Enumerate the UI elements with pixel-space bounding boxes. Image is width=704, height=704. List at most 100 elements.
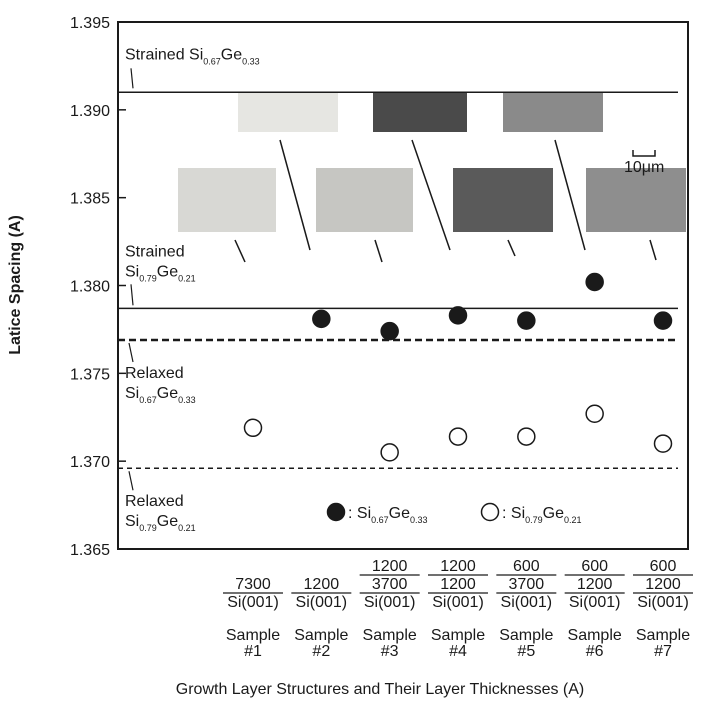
y-tick-label: 1.365: [70, 542, 110, 559]
reference-label: Strained: [125, 243, 185, 260]
scale-bar: [632, 150, 656, 157]
y-tick-label: 1.395: [70, 15, 110, 32]
layer-label: 1200: [645, 576, 681, 593]
data-point: [448, 427, 468, 446]
layer-label: Si(001): [637, 594, 689, 611]
arrow: [374, 239, 383, 263]
layer-label: 1200: [440, 576, 476, 593]
layer-label: 600: [650, 558, 677, 575]
data-point: [653, 311, 673, 330]
text-part: Ge: [221, 46, 242, 63]
data-point: [243, 418, 263, 438]
layer-label: 1200: [577, 576, 613, 593]
x-axis-label: Growth Layer Structures and Their Layer …: [176, 681, 584, 698]
scale-bar-label: 10μm: [624, 159, 664, 176]
data-point: [380, 443, 399, 462]
x-tick-label: Sample: [363, 627, 417, 644]
arrow: [279, 139, 311, 251]
y-axis-label: Latice Spacing (A): [7, 215, 24, 355]
layer-label: Si(001): [501, 594, 553, 611]
arrow: [128, 471, 134, 491]
data-point: [517, 311, 536, 330]
subscript: 0.21: [564, 515, 582, 525]
x-tick-label: #7: [654, 643, 672, 660]
y-tick-label: 1.390: [70, 103, 110, 120]
x-tick-label: #5: [517, 643, 535, 660]
x-tick-label: Sample: [226, 627, 280, 644]
subscript: 0.21: [178, 273, 196, 283]
reference-label: Relaxed: [125, 365, 184, 382]
layer-label: Si(001): [296, 594, 348, 611]
text-part: Ge: [543, 505, 564, 522]
data-point: [448, 306, 468, 325]
layer-label: Si(001): [227, 594, 279, 611]
data-point: [517, 427, 536, 446]
text-part: : Si: [502, 505, 525, 522]
image: [178, 168, 276, 232]
data-point: [380, 321, 399, 341]
subscript: 0.67: [139, 395, 157, 405]
x-tick-label: #1: [244, 643, 262, 660]
image: [453, 168, 553, 232]
subscript: 0.21: [178, 523, 196, 533]
legend-label: : Si0.79Ge0.21: [502, 505, 582, 525]
image: [238, 92, 338, 132]
legend-label: : Si0.67Ge0.33: [348, 505, 428, 525]
subscript: 0.79: [139, 273, 157, 283]
subscript: 0.79: [139, 523, 157, 533]
subscript: 0.33: [242, 56, 260, 66]
layer-label: 600: [581, 558, 608, 575]
subscript: 0.67: [371, 515, 389, 525]
arrow: [507, 239, 516, 257]
x-tick-label: #6: [586, 643, 604, 660]
subscript: 0.33: [178, 395, 196, 405]
reference-label: Si0.79Ge0.21: [125, 263, 196, 283]
reference-label: Relaxed: [125, 493, 184, 510]
layer-label: 1200: [372, 558, 408, 575]
x-tick-label: #4: [449, 643, 467, 660]
arrow: [554, 139, 586, 251]
legend-marker: [326, 502, 346, 522]
x-tick-label: #2: [312, 643, 330, 660]
image: [373, 92, 467, 132]
data-point: [585, 404, 604, 423]
text-part: Ge: [157, 385, 178, 402]
arrow: [128, 342, 134, 363]
layer-label: 7300: [235, 576, 271, 593]
reference-label: Si0.79Ge0.21: [125, 513, 196, 533]
data-point: [312, 309, 331, 329]
image: [503, 92, 603, 132]
text-part: Ge: [389, 505, 410, 522]
y-tick-label: 1.385: [70, 191, 110, 208]
x-tick-label: #3: [381, 643, 399, 660]
x-tick-label: Sample: [499, 627, 553, 644]
arrow: [130, 68, 134, 89]
data-point: [653, 434, 673, 453]
text-part: Ge: [157, 263, 178, 280]
x-tick-label: Sample: [431, 627, 485, 644]
text-part: Si: [125, 263, 139, 280]
text-part: Si: [125, 513, 139, 530]
subscript: 0.67: [203, 56, 221, 66]
data-point: [585, 272, 604, 292]
x-tick-label: Sample: [636, 627, 690, 644]
arrow: [649, 239, 657, 261]
arrow: [234, 239, 246, 263]
layer-label: Si(001): [569, 594, 621, 611]
reference-label: Strained Si0.67Ge0.33: [125, 46, 260, 66]
layer-label: 1200: [440, 558, 476, 575]
micrographs: 10μm: [178, 92, 686, 263]
layer-label: 3700: [509, 576, 545, 593]
layer-label: 3700: [372, 576, 408, 593]
arrow: [411, 139, 451, 251]
image: [316, 168, 413, 232]
text-part: Ge: [157, 513, 178, 530]
subscript: 0.79: [525, 515, 543, 525]
arrow: [130, 284, 134, 306]
layer-label: Si(001): [364, 594, 416, 611]
y-tick-label: 1.370: [70, 454, 110, 471]
layer-label: 1200: [304, 576, 340, 593]
layer-label: Si(001): [432, 594, 484, 611]
legend-marker: [480, 502, 500, 522]
subscript: 0.33: [410, 515, 428, 525]
